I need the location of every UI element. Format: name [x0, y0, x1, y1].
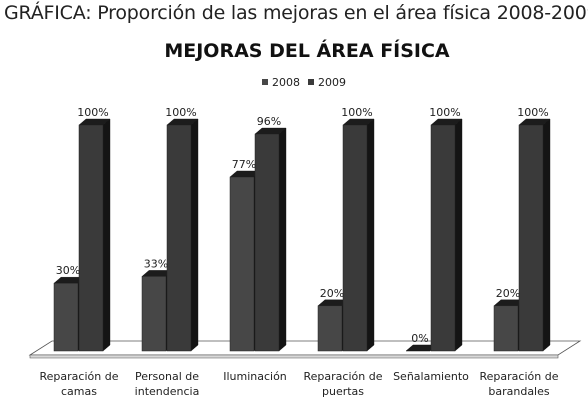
- chart-title: MEJORAS DEL ÁREA FÍSICA: [164, 39, 450, 62]
- category-label-1: Personal de intendencia: [135, 370, 200, 398]
- bar-2009-4: [430, 118, 463, 352]
- legend: 2008 2009: [262, 76, 346, 89]
- data-label-2008-1: 33%: [144, 257, 168, 270]
- data-label-2009-3: 100%: [341, 106, 372, 119]
- bar-2009-0: [78, 118, 111, 352]
- bar-2009-3: [342, 118, 375, 352]
- category-label-2: Iluminación: [223, 370, 287, 383]
- legend-swatch-2009: [308, 79, 314, 85]
- data-label-2008-0: 30%: [56, 264, 80, 277]
- data-label-2008-3: 20%: [320, 287, 344, 300]
- legend-swatch-2008: [262, 79, 268, 85]
- category-label-3: Reparación de puertas: [304, 370, 383, 398]
- data-label-2009-0: 100%: [77, 106, 108, 119]
- data-label-2008-2: 77%: [232, 158, 256, 171]
- floor-edge: [29, 354, 559, 359]
- category-label-0: Reparación de camas: [40, 370, 119, 398]
- category-label-5: Reparación de barandales: [480, 370, 559, 398]
- bar-2009-5: [518, 118, 551, 352]
- data-label-2009-1: 100%: [165, 106, 196, 119]
- category-label-4: Señalamiento: [393, 370, 469, 383]
- data-label-2009-5: 100%: [517, 106, 548, 119]
- data-labels: 30% 100% 33% 100% 77% 96% 20% 100% 0% 100% 20% 100%: [56, 106, 549, 345]
- bar-2009-2: [254, 127, 287, 352]
- data-label-2008-5: 20%: [496, 287, 520, 300]
- bars: [53, 118, 551, 352]
- category-labels: Reparación de camas Personal de intendencia…: [40, 370, 559, 398]
- legend-label-2009: 2009: [318, 76, 346, 89]
- bar-2009-1: [166, 118, 199, 352]
- data-label-2008-4: 0%: [411, 332, 428, 345]
- data-label-2009-2: 96%: [257, 115, 281, 128]
- chart-caption: GRÁFICA: Proporción de las mejoras en el…: [4, 2, 588, 24]
- legend-label-2008: 2008: [272, 76, 300, 89]
- data-label-2009-4: 100%: [429, 106, 460, 119]
